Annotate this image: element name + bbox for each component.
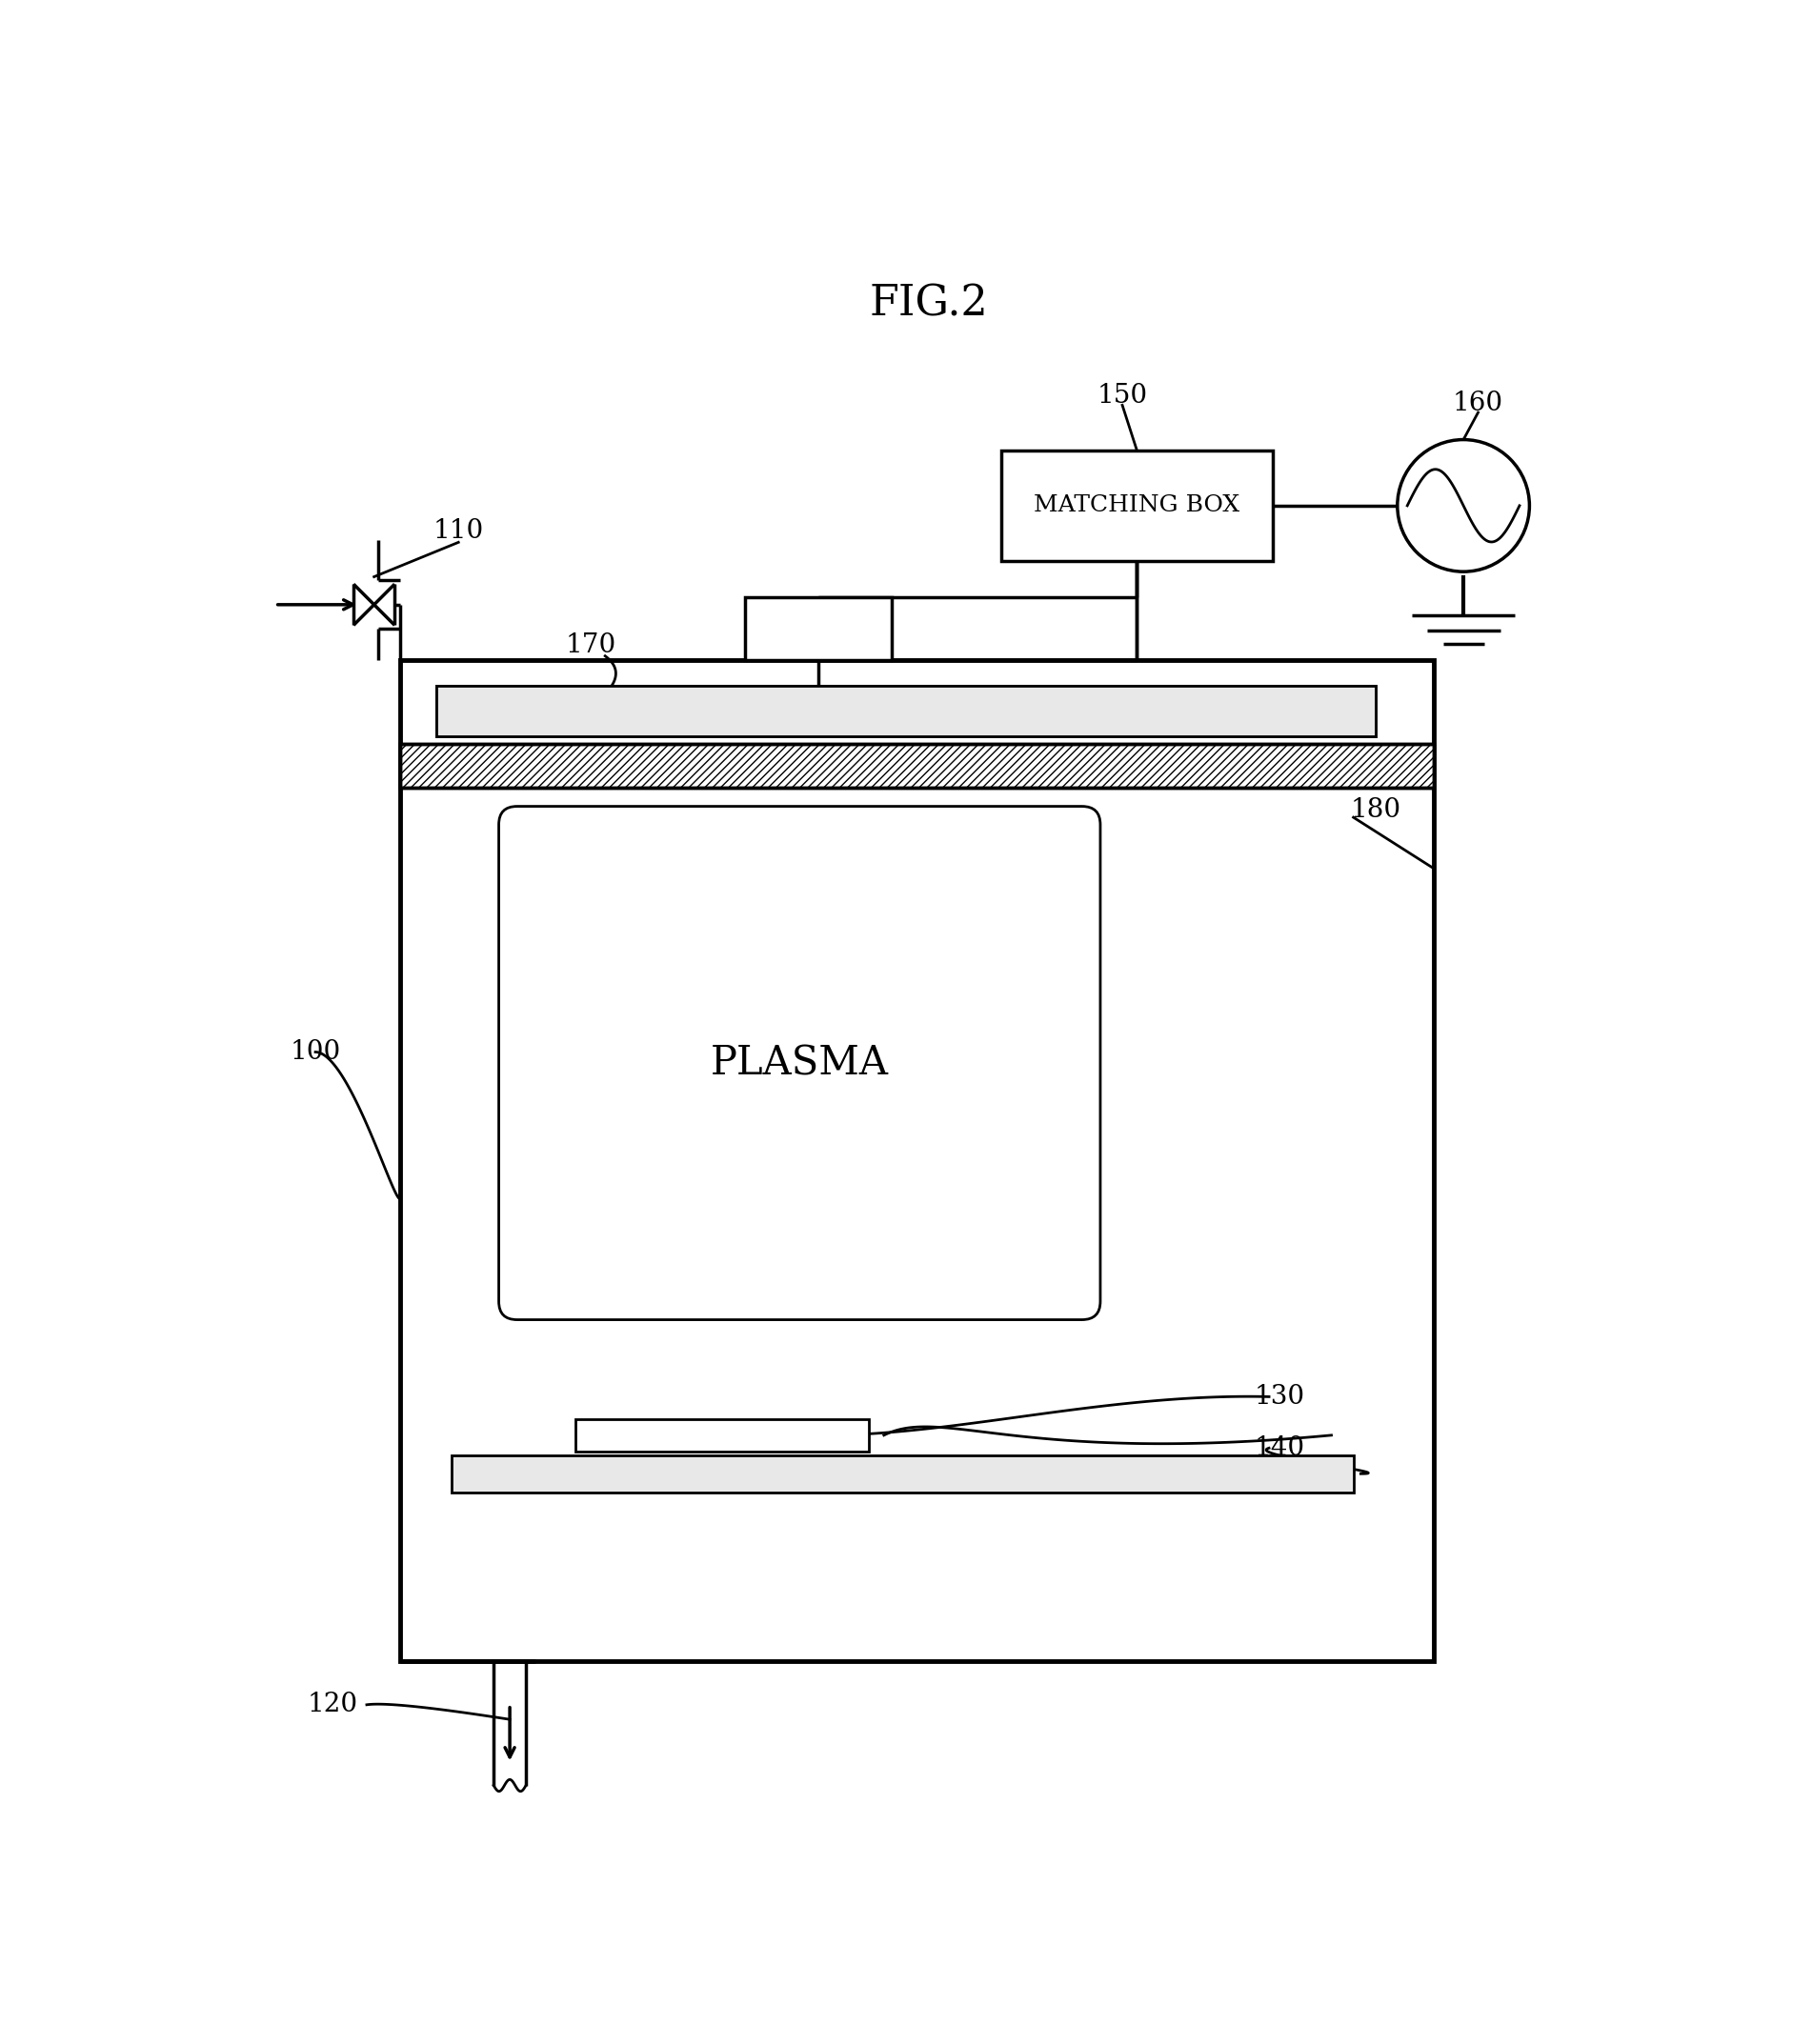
- Bar: [400, 660, 1433, 1660]
- Text: 100: 100: [290, 1038, 341, 1065]
- Text: 150: 150: [1096, 382, 1147, 409]
- Text: 140: 140: [1254, 1435, 1305, 1461]
- Bar: [576, 1419, 870, 1451]
- Bar: [400, 744, 1433, 789]
- Bar: [451, 1455, 1354, 1492]
- Text: 120: 120: [306, 1692, 357, 1717]
- Bar: [400, 744, 1433, 789]
- Text: 130: 130: [1254, 1384, 1305, 1410]
- Circle shape: [1397, 439, 1529, 572]
- Text: 180: 180: [1350, 797, 1401, 824]
- Text: 110: 110: [433, 519, 484, 544]
- Bar: [437, 685, 1375, 736]
- Text: 170: 170: [565, 632, 616, 658]
- Text: MATCHING BOX: MATCHING BOX: [1035, 495, 1239, 517]
- Text: FIG.2: FIG.2: [870, 284, 988, 325]
- FancyBboxPatch shape: [498, 805, 1100, 1320]
- Text: 160: 160: [1453, 390, 1504, 415]
- Text: PLASMA: PLASMA: [710, 1042, 888, 1083]
- Bar: [437, 685, 1375, 736]
- Bar: [745, 597, 892, 660]
- Bar: [400, 744, 1433, 789]
- Bar: [1002, 450, 1272, 560]
